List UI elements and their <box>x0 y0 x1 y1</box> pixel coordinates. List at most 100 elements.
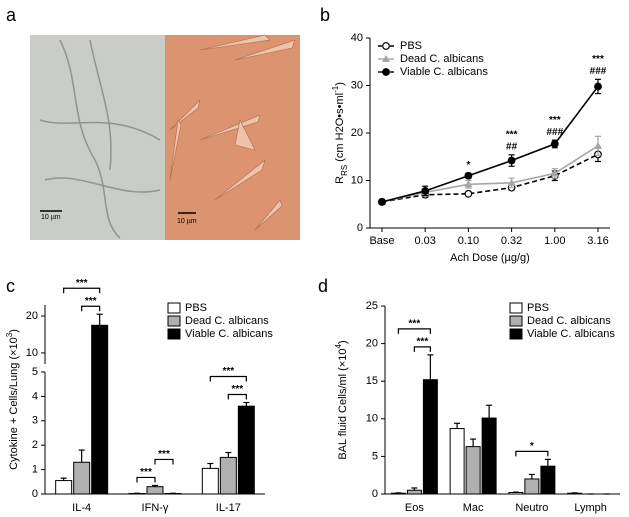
y-axis-label-part: R <box>334 176 346 184</box>
x-axis-label: Ach Dose (µg/g) <box>450 252 530 264</box>
crystal-shapes <box>169 34 296 231</box>
annotation: ## <box>506 141 518 152</box>
y-tick-label: 4 <box>32 390 38 402</box>
significance-label: *** <box>231 384 243 395</box>
x-tick-label: 3.16 <box>587 235 608 247</box>
bar <box>508 491 524 495</box>
panel-label: a <box>6 5 17 25</box>
micrograph-crystals <box>165 35 300 240</box>
bar <box>219 456 237 495</box>
x-tick-label: IL-4 <box>72 502 91 514</box>
significance-label: *** <box>158 449 170 460</box>
y-tick-label: 0 <box>32 488 38 500</box>
significance-label: *** <box>140 467 152 478</box>
significance-bracket <box>154 458 174 465</box>
bar <box>524 478 540 495</box>
legend-swatch <box>509 302 523 314</box>
scale-bar-label: 10 µm <box>41 214 61 221</box>
scale-bar-label: 10 µm <box>177 218 197 225</box>
legend-label: PBS <box>400 40 422 52</box>
marker <box>421 187 430 195</box>
bar <box>73 461 91 495</box>
x-tick-label: Neutro <box>515 502 548 514</box>
micrograph-hyphae <box>30 35 165 240</box>
micrograph-panel: 10 µm 10 µm <box>30 34 300 240</box>
y-tick-label: 5 <box>372 450 378 462</box>
marker <box>378 197 386 206</box>
bar <box>449 428 465 495</box>
y-tick-label: 10 <box>366 413 378 425</box>
significance-bracket <box>227 393 247 400</box>
y-axis-label-part: ) <box>334 82 346 86</box>
series-line <box>381 85 599 203</box>
significance-bracket <box>515 450 549 457</box>
y-tick-label: 10 <box>351 174 363 186</box>
y-tick-label: 10 <box>26 347 38 359</box>
x-tick-label: Base <box>369 235 394 247</box>
x-tick-label: 0.10 <box>458 235 479 247</box>
annotation: ### <box>590 66 607 77</box>
legend-label: Dead C. albicans <box>527 315 611 327</box>
x-tick-label: Lymph <box>574 502 607 514</box>
x-tick-label: 0.32 <box>501 235 522 247</box>
significance-bracket <box>209 375 247 382</box>
x-tick-label: 0.03 <box>414 235 435 247</box>
y-axis-label: RRS (cm H2O•s•ml-1) <box>331 82 349 184</box>
marker <box>464 180 473 188</box>
y-tick-label: 30 <box>351 79 363 91</box>
marker <box>550 169 559 177</box>
y-axis-label-part: (cm H2O•s•ml <box>334 93 346 165</box>
legend-swatch <box>167 302 181 314</box>
significance-bracket <box>136 476 156 483</box>
marker <box>464 189 473 198</box>
significance-label: * <box>530 441 534 452</box>
y-axis-label-part: ) <box>337 340 349 344</box>
panel-label: b <box>320 5 330 25</box>
legend-swatch <box>167 315 181 327</box>
marker <box>594 141 602 149</box>
legend-label: PBS <box>185 302 207 314</box>
bar <box>91 324 109 495</box>
y-axis-label: Cytokine + Cells/Lung (×103) <box>5 329 20 470</box>
legend-label: Viable C. albicans <box>527 328 615 340</box>
bar <box>237 405 255 495</box>
series-line <box>381 153 599 203</box>
y-tick-label: 20 <box>351 127 363 139</box>
bar <box>406 489 422 495</box>
y-tick-label: 20 <box>366 338 378 350</box>
y-axis-label-part: ) <box>8 329 20 333</box>
y-axis-label-part: 4 <box>334 343 343 348</box>
panel-label: c <box>6 276 15 296</box>
y-tick-label: 25 <box>366 300 378 312</box>
legend-swatch <box>509 315 523 327</box>
y-axis-label-part: Cytokine + Cells/Lung (×10 <box>8 337 20 470</box>
bar <box>146 486 164 495</box>
bar <box>540 465 556 495</box>
y-tick-label: 2 <box>32 439 38 451</box>
significance-label: *** <box>222 366 234 377</box>
significance-label: *** <box>409 319 421 330</box>
annotation: ### <box>546 127 563 138</box>
annotation: *** <box>592 54 604 65</box>
y-tick-label: 5 <box>32 366 38 378</box>
significance-bracket <box>81 305 101 312</box>
marker <box>507 156 516 165</box>
marker <box>550 140 559 148</box>
significance-label: *** <box>76 278 88 289</box>
significance-bracket <box>413 346 431 352</box>
x-tick-label: IL-17 <box>216 502 241 514</box>
marker <box>464 171 473 180</box>
legend-label: Viable C. albicans <box>185 328 273 340</box>
panel-label: d <box>318 276 328 296</box>
bar <box>422 379 438 495</box>
legend-swatch <box>509 328 523 340</box>
significance-label: *** <box>85 296 97 307</box>
y-axis-label-part: -1 <box>331 85 340 93</box>
y-tick-label: 3 <box>32 415 38 427</box>
marker <box>507 178 516 186</box>
significance-bracket <box>397 328 431 334</box>
annotation: *** <box>549 115 561 126</box>
legend-label: Dead C. albicans <box>400 53 484 65</box>
legend-label: PBS <box>527 302 549 314</box>
x-tick-label: IFN-γ <box>142 502 169 514</box>
